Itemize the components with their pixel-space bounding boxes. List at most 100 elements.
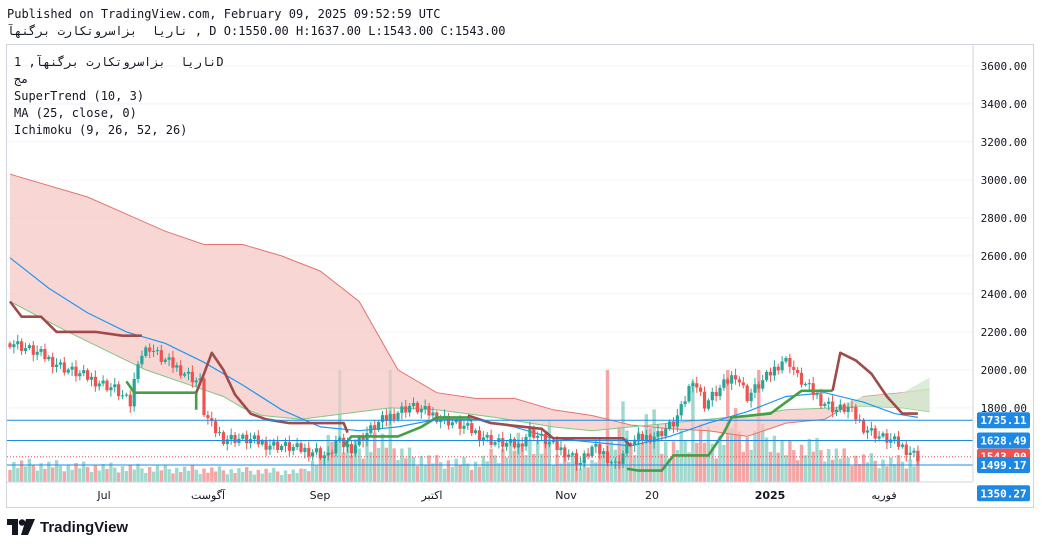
volume-bar (419, 456, 423, 482)
candle-body (617, 461, 621, 464)
candle-body (431, 412, 435, 416)
volume-bar (283, 470, 288, 482)
candle-body (101, 380, 105, 384)
candle-body (796, 369, 800, 373)
candle-body (831, 401, 835, 412)
candle-body (555, 440, 559, 451)
candle-body (865, 430, 870, 433)
candle-body (334, 441, 338, 454)
candle-body (850, 406, 854, 408)
candle-body (198, 378, 202, 381)
chart-frame[interactable] (6, 44, 1034, 508)
volume-bar (171, 473, 175, 482)
volume-bar (578, 468, 583, 482)
candle-body (272, 441, 276, 446)
candle-body (675, 415, 679, 427)
candle-body (357, 436, 361, 446)
candle-body (474, 430, 478, 433)
candle-body (745, 385, 749, 402)
volume-bar (373, 432, 377, 482)
volume-bar (702, 442, 707, 482)
candle-body (908, 452, 912, 455)
candle-body (784, 357, 788, 362)
candle-body (625, 443, 629, 454)
candle-body (291, 447, 295, 451)
volume-bar (256, 469, 260, 482)
candle-body (167, 357, 171, 360)
candle-body (792, 366, 796, 370)
volume-bar (885, 466, 889, 482)
candle-body (74, 366, 78, 377)
candle-body (39, 349, 43, 352)
volume-bar (536, 440, 540, 482)
volume-bar (749, 450, 753, 482)
supertrend-up-line (125, 380, 198, 410)
candle-body (454, 419, 458, 423)
candle-body (175, 365, 179, 368)
candle-body (660, 431, 664, 437)
candle-body (214, 421, 218, 433)
candle-body (598, 444, 602, 454)
candle-body (194, 380, 198, 383)
volume-bar (815, 437, 819, 482)
candle-body (179, 365, 183, 376)
candle-body (567, 454, 571, 458)
candle-body (501, 438, 505, 447)
candle-body (314, 448, 319, 453)
volume-bar (617, 426, 621, 482)
volume-bar (508, 441, 513, 482)
volume-bar (485, 461, 489, 482)
logo-text: TradingView (40, 518, 129, 536)
legend-supertrend: SuperTrend (10, 3) (14, 89, 145, 103)
volume-bar (307, 471, 311, 482)
volume-bar (667, 458, 672, 482)
volume-bar (182, 466, 187, 482)
volume-bar (784, 455, 788, 482)
ohlc-line: ناریا بزاسروتکارت برگنهآ , D O:1550.00 H… (7, 24, 506, 38)
candle-body (330, 452, 334, 454)
volume-bar (54, 460, 59, 482)
volume-bar (695, 442, 699, 482)
candle-body (89, 376, 94, 380)
volume-bar (338, 370, 342, 482)
candle-body (854, 406, 858, 420)
volume-bar (353, 439, 357, 482)
plot-area (7, 65, 973, 482)
volume-bar (369, 451, 373, 482)
candle-body (594, 444, 598, 447)
volume-bar (586, 467, 590, 482)
volume-bar (675, 450, 680, 482)
volume-bar (861, 454, 866, 482)
candle-body (726, 379, 730, 384)
volume-bar (299, 468, 303, 482)
volume-bar (217, 466, 222, 482)
candle-body (427, 406, 431, 416)
volume-bar (210, 467, 214, 482)
volume-bar (19, 460, 24, 482)
candle-body (493, 442, 497, 445)
volume-bar (741, 451, 745, 482)
volume-bar (772, 435, 777, 482)
candle-body (233, 434, 237, 443)
volume-bar (520, 443, 524, 482)
volume-bar (803, 455, 808, 482)
candle-body (656, 431, 660, 437)
volume-bar (260, 473, 264, 482)
y-tick-label: 1800.00 (981, 402, 1027, 415)
candle-body (338, 437, 342, 441)
candle-body (803, 384, 807, 385)
volume-bar (462, 457, 466, 482)
volume-bar (105, 469, 109, 482)
supertrend-up-line (342, 416, 473, 447)
candle-body (520, 443, 524, 447)
supertrend-down-line (194, 351, 349, 434)
candle-body (268, 445, 272, 450)
volume-bar (322, 455, 326, 482)
volume-bar (543, 442, 548, 482)
candle-body (249, 439, 253, 444)
volume-bar (869, 453, 874, 482)
supertrend-down-line (8, 300, 142, 338)
supertrend-down-line (831, 351, 918, 415)
tradingview-logo[interactable]: TradingView (7, 517, 128, 537)
